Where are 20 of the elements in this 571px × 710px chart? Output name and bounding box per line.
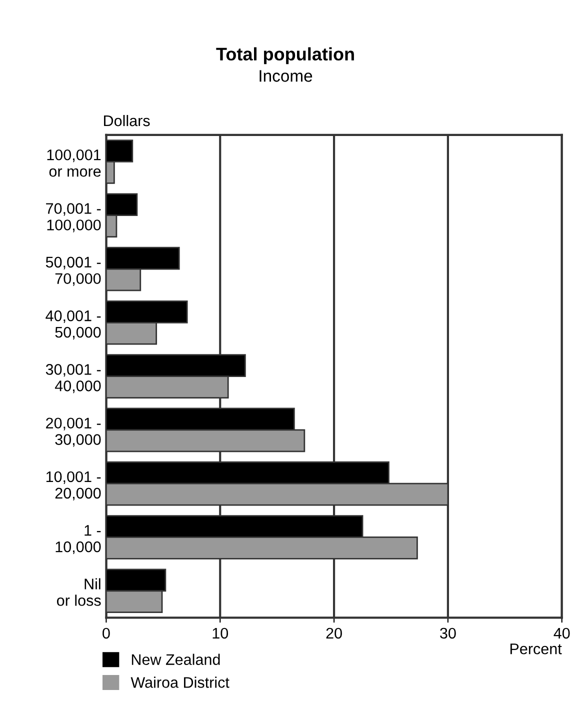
y-axis-title: Dollars xyxy=(104,114,150,126)
x-tick-label: 30 xyxy=(440,628,456,639)
y-tick-label: 30,001 - 40,000 xyxy=(46,364,101,394)
chart-title: Total population xyxy=(216,47,354,64)
legend-label: New Zealand xyxy=(132,654,220,665)
y-tick-label: 1 - 10,000 xyxy=(56,525,101,554)
x-tick-label: 0 xyxy=(102,628,110,639)
y-tick-label: 100,001 or more xyxy=(47,149,101,177)
y-tick-label: 20,001 - 30,000 xyxy=(46,418,101,447)
y-tick-label: 10,001 - 20,000 xyxy=(46,471,101,500)
chart-subtitle: Income xyxy=(260,70,312,82)
x-tick-label: 40 xyxy=(554,628,570,639)
legend-label: Wairoa District xyxy=(130,676,230,688)
x-axis-title: Percent xyxy=(510,644,562,654)
x-tick-label: 20 xyxy=(326,628,342,639)
y-tick-label: Nil or loss xyxy=(56,578,101,606)
x-tick-label: 10 xyxy=(212,628,228,639)
y-tick-label: 70,001 - 100,000 xyxy=(46,203,101,232)
y-tick-label: 40,001 - 50,000 xyxy=(46,310,101,340)
y-tick-label: 50,001 - 70,000 xyxy=(46,256,101,286)
